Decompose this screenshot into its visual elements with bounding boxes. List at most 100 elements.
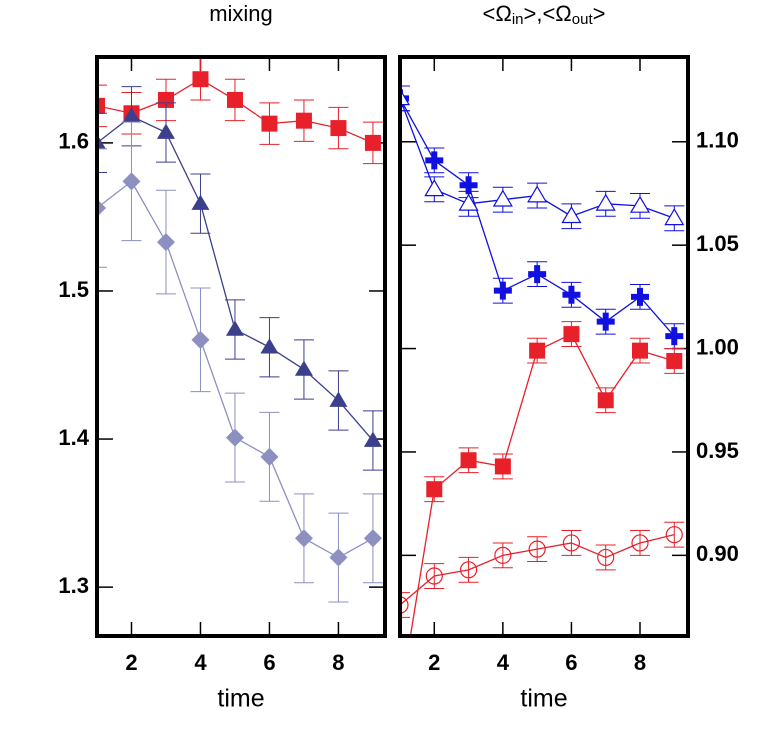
- plot-area: [97, 57, 383, 603]
- error-bar: [595, 544, 616, 571]
- marker: [364, 134, 381, 151]
- marker: [527, 185, 548, 203]
- marker: [157, 91, 174, 108]
- marker: [400, 596, 409, 614]
- marker: [295, 112, 312, 129]
- marker: [493, 281, 512, 300]
- marker: [596, 312, 615, 331]
- marker: [528, 265, 547, 284]
- marker: [225, 428, 244, 447]
- error-bar: [97, 148, 107, 268]
- y-tick-label: 1.10: [696, 128, 739, 153]
- title-part: out: [572, 11, 594, 28]
- plot-frame: [398, 55, 690, 638]
- x-axis-label: time: [520, 685, 567, 713]
- marker: [494, 546, 512, 564]
- x-tick-label: 6: [565, 650, 577, 675]
- title-part: >,<Ω: [524, 1, 572, 26]
- chart-title: <Ωin>,<Ωout>: [483, 1, 606, 28]
- marker: [225, 320, 244, 336]
- marker: [425, 151, 444, 170]
- marker: [97, 199, 106, 218]
- marker: [666, 352, 683, 369]
- marker: [156, 233, 175, 252]
- marker: [294, 529, 313, 548]
- marker: [363, 529, 382, 548]
- y-tick-label: 1.6: [58, 129, 89, 154]
- marker: [632, 342, 648, 359]
- x-tick-label: 8: [332, 650, 344, 675]
- marker: [156, 123, 175, 139]
- marker: [664, 208, 685, 226]
- error-bar: [390, 688, 410, 713]
- y-tick-label: 1.05: [696, 231, 739, 256]
- x-tick-label: 8: [634, 650, 646, 675]
- y-tick-label: 0.95: [696, 438, 739, 463]
- y-tick-label: 1.00: [696, 334, 739, 359]
- marker: [563, 326, 580, 343]
- marker: [363, 431, 382, 447]
- marker: [459, 561, 478, 579]
- marker: [561, 206, 582, 224]
- marker: [631, 534, 649, 552]
- error-bar: [458, 556, 479, 583]
- marker: [631, 287, 649, 306]
- error-bar: [527, 536, 548, 563]
- marker: [392, 692, 408, 708]
- marker: [226, 91, 243, 108]
- error-bar: [664, 521, 685, 548]
- y-tick-label: 0.90: [696, 541, 739, 566]
- marker: [425, 567, 443, 585]
- marker: [665, 327, 684, 346]
- series-line: [97, 180, 374, 559]
- marker: [330, 120, 347, 137]
- marker: [597, 392, 614, 409]
- marker: [191, 330, 210, 349]
- x-tick-label: 4: [497, 650, 510, 675]
- series-line: [97, 115, 374, 441]
- marker: [122, 107, 141, 123]
- marker: [97, 133, 106, 150]
- series-line: [400, 98, 675, 337]
- chart-title: mixing: [209, 1, 273, 26]
- marker: [192, 71, 209, 88]
- marker: [260, 447, 279, 466]
- marker: [460, 452, 477, 469]
- error-bar: [97, 112, 107, 174]
- marker: [528, 540, 546, 558]
- x-tick-label: 2: [125, 650, 137, 675]
- marker: [191, 194, 210, 210]
- marker: [97, 97, 105, 114]
- error-bar: [492, 542, 513, 569]
- error-bar: [400, 592, 410, 618]
- title-part: in: [512, 11, 524, 28]
- marker: [494, 458, 511, 475]
- marker: [329, 391, 348, 407]
- y-tick-label: 1.3: [58, 573, 89, 598]
- marker: [400, 88, 411, 106]
- marker: [424, 179, 445, 197]
- marker: [597, 548, 615, 567]
- marker: [260, 338, 279, 354]
- x-axis-label: time: [217, 685, 264, 713]
- error-bar: [400, 85, 410, 112]
- plot-area: [390, 85, 685, 713]
- marker: [529, 342, 546, 359]
- y-tick-label: 1.4: [58, 425, 89, 450]
- marker: [122, 172, 141, 191]
- marker: [459, 176, 478, 195]
- marker: [629, 195, 651, 213]
- marker: [458, 193, 479, 211]
- x-tick-label: 2: [428, 650, 440, 675]
- error-bar: [424, 563, 445, 589]
- plot-frame: [95, 55, 387, 638]
- series-line: [409, 333, 675, 636]
- marker: [329, 548, 348, 567]
- marker: [665, 526, 683, 544]
- marker: [562, 285, 581, 304]
- marker: [294, 360, 313, 376]
- title-part: <Ω: [483, 1, 512, 26]
- marker: [595, 193, 616, 211]
- error-bar: [561, 530, 582, 556]
